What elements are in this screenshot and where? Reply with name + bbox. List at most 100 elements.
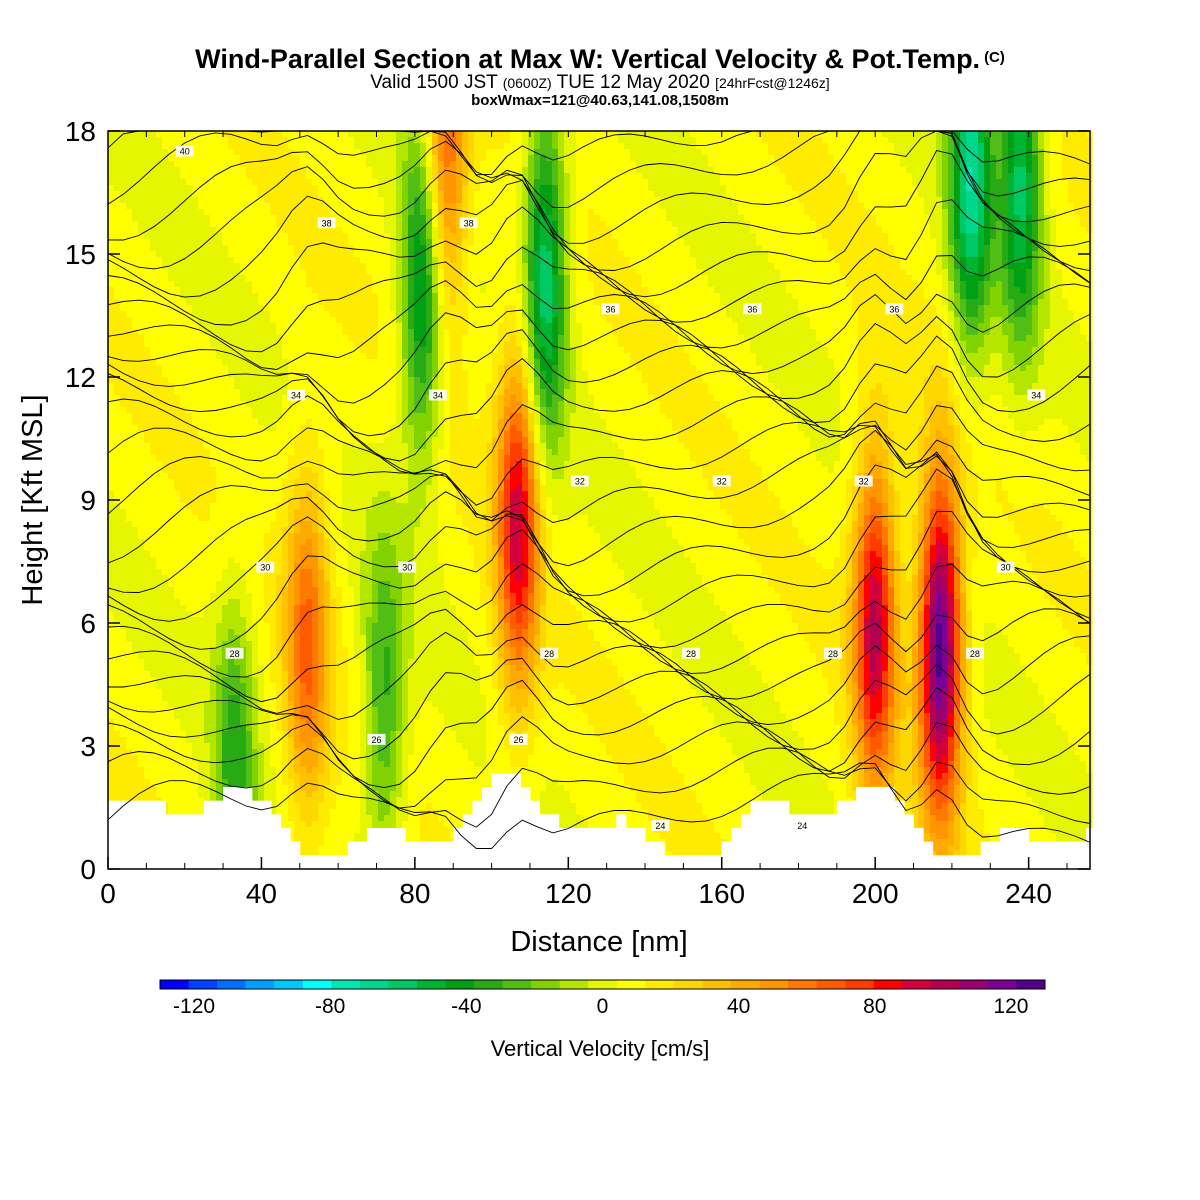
field-cell [306, 299, 313, 306]
field-cell [960, 281, 967, 288]
field-cell [210, 167, 217, 174]
field-cell [678, 221, 685, 228]
field-cell [558, 299, 565, 306]
field-cell [366, 293, 373, 300]
field-cell [1008, 287, 1015, 294]
field-cell [222, 191, 229, 198]
field-cell [654, 293, 661, 300]
field-cell [186, 167, 193, 174]
field-cell [540, 155, 547, 162]
field-cell [660, 251, 667, 258]
field-cell [108, 227, 115, 234]
field-cell [192, 299, 199, 306]
field-cell [864, 191, 871, 198]
field-cell [174, 305, 181, 312]
field-cell [264, 257, 271, 264]
field-cell [906, 215, 913, 222]
field-cell [918, 257, 925, 264]
field-cell [390, 215, 397, 222]
field-cell [408, 227, 415, 234]
field-cell [912, 263, 919, 270]
field-cell [414, 143, 421, 150]
field-cell [894, 245, 901, 252]
field-cell [228, 275, 235, 282]
field-cell [690, 221, 697, 228]
field-cell [1026, 305, 1033, 312]
field-cell [912, 131, 919, 138]
field-cell [204, 167, 211, 174]
field-cell [822, 305, 829, 312]
field-cell [144, 263, 151, 270]
field-cell [522, 197, 529, 204]
field-cell [462, 185, 469, 192]
field-cell [168, 293, 175, 300]
field-cell [474, 143, 481, 150]
field-cell [318, 191, 325, 198]
field-cell [366, 173, 373, 180]
field-cell [252, 257, 259, 264]
field-cell [1014, 269, 1021, 276]
field-cell [396, 245, 403, 252]
field-cell [714, 299, 721, 306]
field-cell [420, 185, 427, 192]
field-cell [138, 203, 145, 210]
field-cell [594, 305, 601, 312]
field-cell [420, 167, 427, 174]
field-cell [162, 161, 169, 168]
field-cell [648, 137, 655, 144]
field-cell [306, 263, 313, 270]
field-cell [708, 305, 715, 312]
field-cell [816, 197, 823, 204]
field-cell [942, 275, 949, 282]
field-cell [666, 191, 673, 198]
field-cell [210, 197, 217, 204]
field-cell [1080, 269, 1087, 276]
field-cell [666, 131, 673, 138]
field-cell [456, 137, 463, 144]
field-cell [1026, 179, 1033, 186]
field-cell [156, 143, 163, 150]
field-cell [420, 311, 427, 318]
field-cell [348, 311, 355, 318]
field-cell [864, 221, 871, 228]
field-cell [306, 149, 313, 156]
field-cell [1050, 215, 1057, 222]
field-cell [984, 143, 991, 150]
field-cell [498, 143, 505, 150]
field-cell [510, 185, 517, 192]
field-cell [444, 311, 451, 318]
field-cell [882, 215, 889, 222]
field-cell [342, 233, 349, 240]
field-cell [336, 215, 343, 222]
field-cell [300, 167, 307, 174]
field-cell [402, 269, 409, 276]
field-cell [1032, 179, 1039, 186]
field-cell [708, 263, 715, 270]
field-cell [468, 233, 475, 240]
field-cell [936, 275, 943, 282]
field-cell [996, 263, 1003, 270]
field-cell [654, 221, 661, 228]
field-cell [132, 179, 139, 186]
field-cell [624, 245, 631, 252]
field-cell [726, 191, 733, 198]
field-cell [390, 281, 397, 288]
field-cell [990, 161, 997, 168]
field-cell [786, 233, 793, 240]
field-cell [1056, 137, 1063, 144]
field-cell [996, 203, 1003, 210]
field-cell [978, 167, 985, 174]
field-cell [816, 221, 823, 228]
field-cell [450, 173, 457, 180]
field-cell [420, 269, 427, 276]
field-cell [318, 245, 325, 252]
field-cell [984, 167, 991, 174]
field-cell [876, 209, 883, 216]
field-cell [498, 179, 505, 186]
field-cell [534, 131, 541, 138]
field-cell [438, 173, 445, 180]
field-cell [150, 209, 157, 216]
field-cell [840, 161, 847, 168]
field-cell [690, 257, 697, 264]
field-cell [882, 131, 889, 138]
